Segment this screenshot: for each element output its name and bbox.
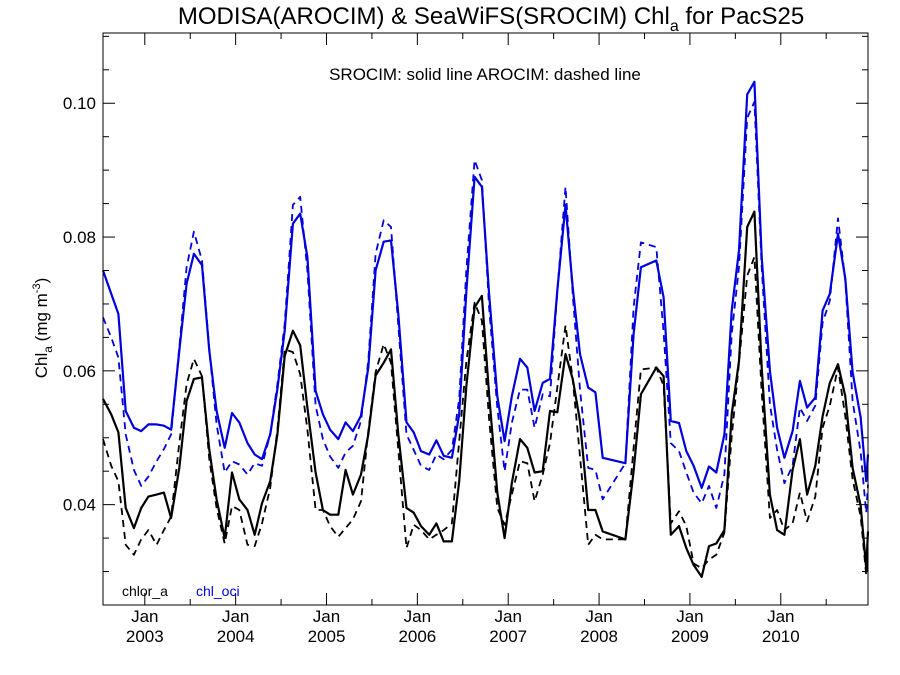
y-tick-label: 0.10 <box>63 94 96 113</box>
x-tick-label-month: Jan <box>676 607 703 626</box>
ylabel-unit: (mg m <box>32 293 51 346</box>
plot-frame <box>102 32 869 606</box>
ylabel-sup: -3 <box>31 283 43 293</box>
series-line-chlor-a-srocim <box>102 210 870 578</box>
title-sub: a <box>670 18 679 35</box>
x-tick-label-month: Jan <box>495 607 522 626</box>
x-tick-label-year: 2008 <box>580 627 618 646</box>
x-tick-label-month: Jan <box>313 607 340 626</box>
y-tick-label: 0.08 <box>63 228 96 247</box>
x-tick-label-year: 2009 <box>671 627 709 646</box>
x-tick-label-year: 2005 <box>308 627 346 646</box>
series-line-chl-oci-arocim <box>102 101 869 514</box>
ylabel-sub: a <box>41 346 55 353</box>
x-tick-label-year: 2010 <box>762 627 800 646</box>
chart-title: MODISA(AROCIM) & SeaWiFS(SROCIM) Chla fo… <box>178 3 804 35</box>
y-tick-label: 0.06 <box>63 362 96 381</box>
y-axis-label: Chla (mg m-3) <box>31 278 55 379</box>
title-main: MODISA(AROCIM) & SeaWiFS(SROCIM) Chl <box>178 3 670 30</box>
y-tick-label: 0.04 <box>63 496 96 515</box>
x-axis: Jan2003Jan2004Jan2005Jan2006Jan2007Jan20… <box>126 33 827 646</box>
title-tail: for PacS25 <box>679 3 804 30</box>
series-line-chl-oci-srocim <box>101 80 870 489</box>
series-line-chlor-a-arocim <box>102 256 869 576</box>
x-tick-label-month: Jan <box>222 607 249 626</box>
x-tick-label-month: Jan <box>767 607 794 626</box>
x-tick-label-year: 2006 <box>398 627 436 646</box>
x-tick-label-year: 2004 <box>217 627 255 646</box>
y-axis: 0.04 0.06 0.08 0.10 <box>63 35 868 606</box>
x-tick-label-year: 2003 <box>126 627 164 646</box>
x-tick-label-year: 2007 <box>489 627 527 646</box>
legend-chlor-a: chlor_a <box>122 583 168 599</box>
x-tick-label-month: Jan <box>131 607 158 626</box>
line-style-annotation: SROCIM: solid line AROCIM: dashed line <box>329 65 641 84</box>
series-layer <box>101 80 870 578</box>
legend-chl-oci: chl_oci <box>196 583 240 599</box>
x-tick-label-month: Jan <box>404 607 431 626</box>
x-tick-label-month: Jan <box>585 607 612 626</box>
ylabel-close: ) <box>32 278 51 284</box>
ylabel-main: Chl <box>32 353 51 379</box>
